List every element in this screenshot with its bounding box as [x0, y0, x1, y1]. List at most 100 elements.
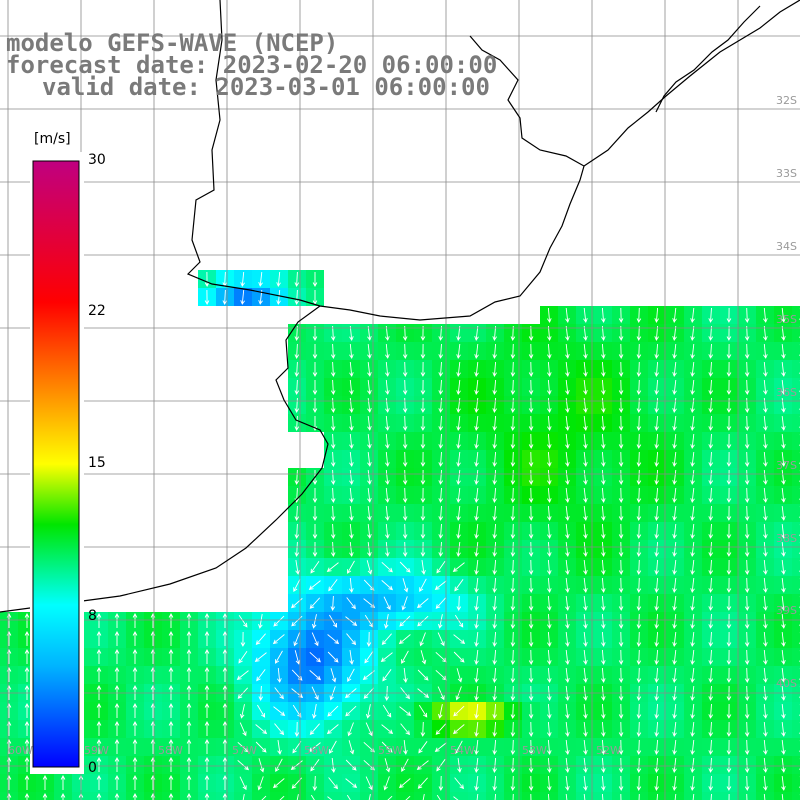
wind-arrow: [618, 397, 624, 413]
wind-arrow: [528, 541, 534, 557]
wind-arrow: [385, 379, 390, 395]
wind-arrow: [438, 433, 444, 449]
wind-arrow: [330, 343, 336, 359]
wind-arrow: [456, 487, 461, 503]
wind-arrow: [273, 706, 286, 716]
coastline-line: [186, 0, 585, 321]
wind-cell: [792, 666, 800, 684]
wind-arrow: [636, 361, 642, 377]
wind-arrow: [279, 795, 285, 800]
wind-arrow: [636, 667, 642, 683]
lon-label: 52W: [596, 744, 621, 757]
wind-arrow: [726, 433, 732, 449]
wind-arrow: [528, 739, 534, 755]
wind-arrow: [690, 613, 695, 629]
wind-cell: [468, 792, 486, 800]
wind-arrow: [565, 397, 570, 413]
wind-arrow: [402, 361, 408, 377]
wind-arrow: [654, 397, 659, 413]
wind-arrow: [708, 541, 714, 557]
wind-arrow: [744, 505, 750, 521]
coastline-northeast: [583, 0, 800, 167]
wind-arrow: [186, 703, 192, 718]
wind-arrow: [601, 667, 606, 683]
wind-arrow: [261, 795, 267, 800]
wind-arrow: [672, 379, 677, 395]
wind-arrow: [781, 362, 786, 377]
wind-arrow: [781, 668, 786, 683]
wind-arrow: [763, 631, 768, 647]
wind-arrow: [309, 723, 320, 736]
wind-arrow: [726, 415, 732, 431]
wind-arrow: [510, 739, 516, 755]
wind-arrow: [309, 651, 321, 663]
wind-arrow: [385, 361, 390, 377]
wind-arrow: [456, 505, 461, 521]
wind-arrow: [744, 739, 750, 755]
wind-arrow: [453, 634, 466, 644]
wind-arrow: [728, 793, 730, 800]
wind-arrow: [583, 649, 588, 665]
wind-arrow: [672, 667, 677, 683]
wind-arrow: [510, 703, 516, 719]
wind-arrow: [528, 595, 534, 611]
wind-arrow: [726, 523, 732, 539]
wind-arrow: [492, 613, 497, 629]
wind-cell: [252, 792, 270, 800]
wind-arrow: [367, 488, 372, 503]
wind-arrow: [654, 505, 659, 521]
wind-arrow: [367, 524, 372, 539]
wind-arrow: [565, 307, 570, 323]
wind-arrow: [132, 775, 138, 790]
wind-arrow: [456, 451, 461, 467]
wind-arrow: [367, 452, 372, 467]
wind-arrow: [272, 778, 285, 789]
wind-arrow: [672, 703, 677, 719]
wind-arrow: [744, 757, 750, 773]
wind-arrow: [400, 723, 410, 736]
wind-arrow: [763, 433, 768, 449]
wind-arrow: [24, 757, 30, 772]
wind-arrow: [330, 505, 336, 521]
wind-arrow: [349, 523, 354, 539]
wind-arrow: [456, 343, 461, 359]
wind-arrow: [438, 379, 444, 395]
wind-arrow: [419, 632, 426, 647]
wind-arrow: [402, 541, 408, 557]
wind-arrow: [781, 614, 786, 629]
wind-arrow: [636, 577, 642, 593]
wind-arrow: [24, 775, 30, 790]
wind-arrow: [510, 469, 516, 485]
wind-arrow: [601, 631, 606, 647]
wind-arrow: [618, 667, 624, 683]
wind-arrow: [636, 631, 642, 647]
wind-arrow: [510, 397, 516, 413]
wind-arrow: [168, 703, 174, 718]
lon-label: 57W: [232, 744, 257, 757]
wind-arrow: [654, 343, 659, 359]
wind-arrow: [492, 703, 497, 719]
wind-arrow: [238, 650, 248, 664]
wind-arrow: [654, 667, 659, 683]
wind-arrow: [601, 541, 606, 557]
wind-cell: [792, 504, 800, 522]
wind-cell: [792, 792, 800, 800]
wind-arrow: [726, 721, 732, 737]
wind-cell: [792, 324, 800, 342]
wind-arrow: [601, 397, 606, 413]
wind-arrow: [726, 775, 732, 791]
wind-arrow: [399, 561, 411, 573]
wind-cell: [378, 792, 396, 800]
wind-arrow: [654, 415, 659, 431]
wind-arrow: [654, 361, 659, 377]
wind-arrow: [547, 379, 552, 395]
wind-arrow: [726, 613, 732, 629]
wind-arrow: [744, 415, 750, 431]
wind-arrow: [528, 559, 534, 575]
wind-arrow: [547, 775, 552, 791]
wind-cell: [792, 342, 800, 360]
wind-arrow: [420, 523, 426, 539]
wind-arrow: [454, 614, 464, 628]
wind-arrow: [24, 631, 30, 646]
wind-arrow: [492, 523, 497, 539]
